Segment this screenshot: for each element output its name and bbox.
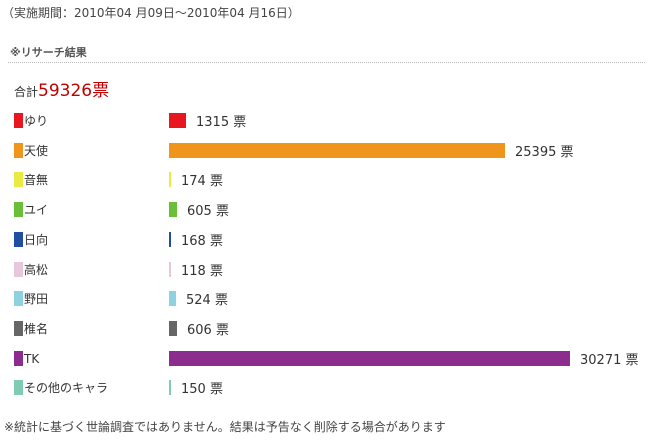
value-unit: 票 [205,174,223,189]
value-label: 605 票 [187,204,229,219]
value-number: 174 [181,174,206,189]
category-label: ゆり [24,114,49,128]
legend-swatch [14,291,23,306]
chart-row: ゆり 1315 票 [0,113,654,135]
bar [169,113,186,128]
category-label: その他のキャラ [24,381,109,395]
chart-row: 高松 118 票 [0,262,654,284]
category-label: 高松 [24,263,49,277]
value-number: 606 [187,323,212,338]
legend-swatch [14,143,23,158]
value-number: 524 [186,293,211,308]
legend-swatch [14,113,23,128]
category-label: 音無 [24,173,49,187]
value-label: 174 票 [181,174,223,189]
value-number: 1315 [196,115,230,130]
value-unit: 票 [621,353,639,368]
legend-swatch [14,202,23,217]
value-label: 118 票 [181,264,223,279]
bar [169,291,176,306]
value-unit: 票 [210,293,228,308]
category-label: 野田 [24,292,49,306]
divider [8,62,645,63]
chart-row: 野田 524 票 [0,291,654,313]
category-label: ユイ [24,203,49,217]
value-label: 168 票 [181,234,223,249]
category-label: 椎名 [24,322,49,336]
total-votes: 合計59326票 [14,76,109,101]
chart-row: 日向 168 票 [0,232,654,254]
bar [169,262,171,277]
total-unit: 票 [92,81,110,101]
legend-swatch [14,232,23,247]
category-label: 天使 [24,144,49,158]
value-label: 524 票 [186,293,228,308]
legend-swatch [14,380,23,395]
value-number: 605 [187,204,212,219]
category-label: 日向 [24,233,49,247]
value-label: 30271 票 [580,353,639,368]
disclaimer-note: ※統計に基づく世論調査ではありません。結果は予告なく削除する場合があります [4,420,446,434]
value-number: 30271 [580,353,622,368]
value-label: 25395 票 [515,145,574,160]
category-label: TK [24,352,40,366]
chart-row: TK 30271 票 [0,351,654,373]
chart-row: 天使 25395 票 [0,143,654,165]
survey-period: （実施期間：2010年04 月09日～2010年04 月16日） [2,6,300,20]
value-unit: 票 [205,264,223,279]
value-unit: 票 [211,323,229,338]
legend-swatch [14,351,23,366]
bar [169,143,505,158]
value-label: 606 票 [187,323,229,338]
value-unit: 票 [211,204,229,219]
bar [169,202,177,217]
value-number: 118 [181,264,206,279]
value-number: 168 [181,234,206,249]
chart-row: 音無 174 票 [0,172,654,194]
legend-swatch [14,262,23,277]
value-unit: 票 [205,382,223,397]
value-label: 1315 票 [196,115,246,130]
section-title: ※リサーチ結果 [10,46,87,59]
value-unit: 票 [556,145,574,160]
legend-swatch [14,172,23,187]
bar [169,232,171,247]
chart-row: その他のキャラ 150 票 [0,380,654,402]
value-number: 150 [181,382,206,397]
value-unit: 票 [229,115,247,130]
bar [169,321,177,336]
value-unit: 票 [205,234,223,249]
bar [169,380,171,395]
chart-row: ユイ 605 票 [0,202,654,224]
value-label: 150 票 [181,382,223,397]
total-value: 59326 [38,81,93,101]
bar [169,172,171,187]
value-number: 25395 [515,145,557,160]
bar [169,351,570,366]
chart-row: 椎名 606 票 [0,321,654,343]
total-label: 合計 [14,85,39,99]
legend-swatch [14,321,23,336]
